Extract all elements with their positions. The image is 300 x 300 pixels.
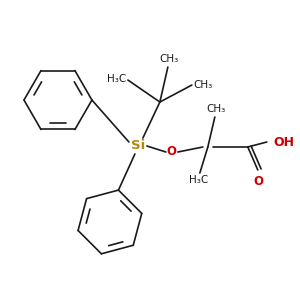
Text: H₃C: H₃C [107,74,126,84]
Text: H₃C: H₃C [189,175,208,185]
Text: Si: Si [131,139,145,152]
Text: O: O [167,146,177,158]
Text: CH₃: CH₃ [159,54,178,64]
Text: CH₃: CH₃ [206,104,226,114]
Text: O: O [254,175,264,188]
Text: OH: OH [274,136,295,148]
Text: CH₃: CH₃ [194,80,213,90]
